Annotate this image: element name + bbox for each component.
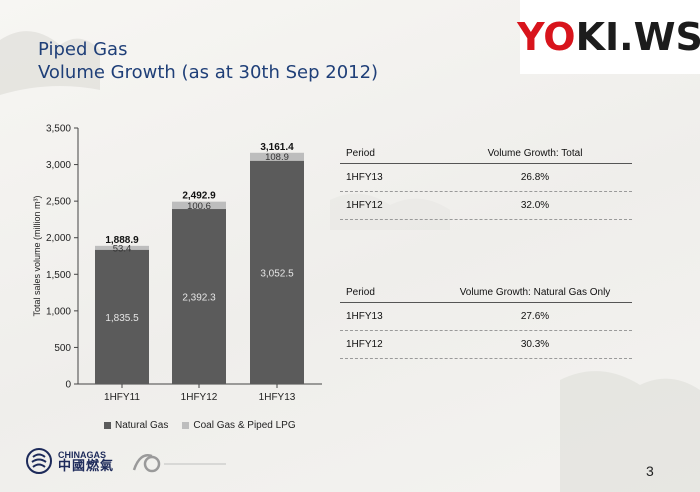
logo-text-cn: 中國燃氣	[58, 459, 115, 474]
chinagas-logo: CHINAGAS 中國燃氣	[26, 448, 114, 474]
data-label-natural-gas: 2,392.3	[182, 293, 216, 304]
table-row: 1HFY13 27.6%	[340, 303, 632, 331]
data-label-coal-gas: 53.4	[113, 243, 132, 254]
bar-natural-gas	[95, 249, 149, 384]
y-tick-label: 2,500	[46, 197, 71, 208]
growth-natural-gas-table: Period Volume Growth: Natural Gas Only 1…	[340, 282, 632, 359]
data-label-coal-gas: 108.9	[265, 152, 289, 163]
legend-item-coal-gas: Coal Gas & Piped LPG	[182, 420, 296, 431]
header-period: Period	[346, 147, 375, 159]
title-line-1: Piped Gas	[38, 39, 128, 60]
y-tick-label: 3,500	[46, 124, 71, 135]
y-tick-label: 1,000	[46, 306, 71, 317]
watermark-logo: YO KI.WS	[517, 0, 700, 74]
legend-item-natural-gas: Natural Gas	[104, 420, 168, 431]
bar-natural-gas	[172, 209, 226, 384]
data-label-total: 1,888.9	[105, 235, 139, 246]
data-label-coal-gas: 100.6	[187, 201, 211, 212]
x-tick-label: 1HFY13	[259, 392, 296, 403]
legend-swatch-coal-gas	[182, 422, 190, 429]
header-period: Period	[346, 286, 375, 298]
table-row: 1HFY13 26.8%	[340, 164, 632, 192]
growth-total-table: Period Volume Growth: Total 1HFY13 26.8%…	[340, 143, 632, 220]
data-label-natural-gas: 3,052.5	[260, 268, 294, 279]
bar-coal-gas	[250, 152, 304, 161]
cell-period: 1HFY13	[346, 172, 383, 183]
y-tick-label: 3,000	[46, 160, 71, 171]
title-line-2: Volume Growth (as at 30th Sep 2012)	[38, 62, 379, 83]
table-row: 1HFY12 30.3%	[340, 331, 632, 359]
table-header: Period Volume Growth: Total	[340, 143, 632, 164]
cell-period: 1HFY12	[346, 200, 383, 211]
data-label-natural-gas: 1,835.5	[105, 313, 139, 324]
chart-legend: Natural Gas Coal Gas & Piped LPG	[104, 420, 296, 431]
watermark-part-2: KI.WS	[575, 15, 700, 59]
data-label-total: 2,492.9	[182, 191, 216, 202]
bar-coal-gas	[95, 245, 149, 250]
cell-period: 1HFY12	[346, 339, 383, 350]
slide-title: Piped Gas Volume Growth (as at 30th Sep …	[38, 38, 378, 84]
header-metric: Volume Growth: Total	[487, 147, 583, 159]
legend-label-coal-gas: Coal Gas & Piped LPG	[193, 420, 296, 431]
logo-wordmark: CHINAGAS 中國燃氣	[58, 449, 114, 473]
legend-label-natural-gas: Natural Gas	[115, 420, 169, 431]
watermark-part-1: YO	[517, 15, 576, 59]
data-label-total: 3,161.4	[260, 142, 294, 153]
y-tick-label: 2,000	[46, 233, 71, 244]
x-tick-label: 1HFY11	[104, 392, 140, 403]
y-tick-label: 0	[65, 380, 71, 391]
page-number: 3	[646, 463, 654, 479]
anniversary-emblem-icon	[132, 454, 226, 473]
table-header: Period Volume Growth: Natural Gas Only	[340, 282, 632, 303]
cell-value: 27.6%	[520, 311, 550, 322]
cell-value: 30.3%	[520, 339, 550, 350]
table-row: 1HFY12 32.0%	[340, 192, 632, 220]
cell-value: 26.8%	[520, 172, 550, 183]
legend-swatch-natural-gas	[104, 422, 111, 429]
bar-coal-gas	[172, 201, 226, 210]
y-tick-label: 500	[54, 343, 71, 354]
cell-period: 1HFY13	[346, 311, 383, 322]
cell-value: 32.0%	[520, 200, 550, 211]
logo-text-en: CHINAGAS	[58, 450, 107, 460]
chinagas-flame-icon	[26, 448, 52, 474]
y-axis-title: Total sales volume (million m³)	[32, 195, 42, 316]
y-tick-label: 1,500	[46, 270, 71, 281]
x-tick-label: 1HFY12	[181, 392, 218, 403]
bar-natural-gas	[250, 160, 304, 384]
header-metric: Volume Growth: Natural Gas Only	[459, 286, 611, 298]
